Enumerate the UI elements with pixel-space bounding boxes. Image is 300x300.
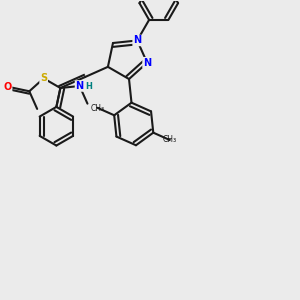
Text: H: H <box>85 82 92 91</box>
Text: N: N <box>133 35 141 46</box>
Text: N: N <box>143 58 151 68</box>
Text: CH₃: CH₃ <box>91 103 105 112</box>
Text: S: S <box>40 73 47 83</box>
Text: CH₃: CH₃ <box>163 135 177 144</box>
Text: N: N <box>76 81 84 91</box>
Text: O: O <box>3 82 12 92</box>
